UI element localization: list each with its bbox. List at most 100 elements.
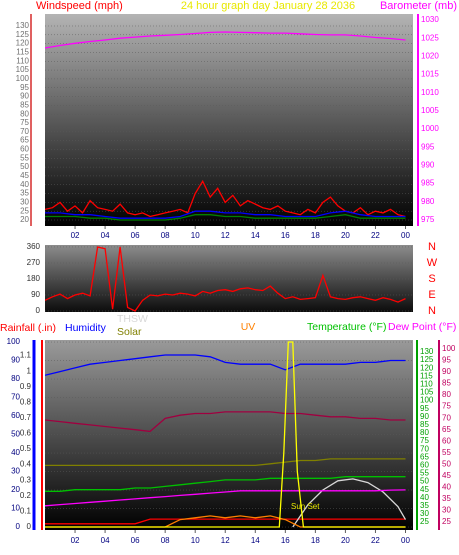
y-tick-label: 60 (20, 145, 29, 154)
y-tick-label: 20 (11, 485, 20, 494)
y-tick-label: 0 (16, 522, 21, 531)
y2-tick-label: W (427, 257, 438, 269)
x-tick-label: 16 (281, 536, 290, 545)
x-tick-label: 14 (251, 231, 260, 240)
y-tick-label: 35 (20, 189, 29, 198)
y2-tick-label: 70 (420, 444, 429, 453)
y-tick-label: 90 (20, 92, 29, 101)
x-tick-label: 20 (341, 536, 350, 545)
y-tick-label: 55 (20, 153, 29, 162)
y2-tick-label: 980 (421, 197, 435, 206)
y-tick-label: 270 (27, 258, 41, 267)
x-tick-label: 12 (221, 536, 230, 545)
y2-axis-label: Barometer (mb) (380, 0, 457, 12)
legend-entry: Temperature (°F) (307, 321, 386, 333)
y-tick-label: 60 (11, 411, 20, 420)
y-tick-label: 40 (11, 448, 20, 457)
y2-tick-label: 130 (420, 347, 434, 356)
x-tick-label: 18 (311, 536, 320, 545)
y3-tick-label: 30 (442, 506, 451, 515)
series-line (45, 489, 406, 507)
y2-tick-label: 55 (420, 469, 429, 478)
y2-tick-label: 990 (421, 161, 435, 170)
legend-entry: Solar (117, 326, 142, 338)
y2-tick-label: 40 (420, 493, 429, 502)
x-tick-label: 08 (161, 231, 170, 240)
plot-background (45, 245, 413, 312)
x-tick-label: 16 (281, 231, 290, 240)
plot-background (45, 340, 413, 530)
y2-tick-label: 85 (420, 420, 429, 429)
legend-entry: Dew Point (°F) (388, 321, 456, 333)
y2-tick-label: 90 (420, 412, 429, 421)
x-tick-label: 02 (71, 231, 80, 240)
y3-tick-label: 70 (442, 413, 451, 422)
annotation: Sun Set (291, 502, 320, 511)
y2-tick-label: 65 (420, 452, 429, 461)
y4-tick-label: 0.9 (20, 382, 32, 391)
y-tick-label: 105 (16, 65, 30, 74)
x-tick-label: 04 (101, 231, 110, 240)
x-tick-label: 20 (341, 231, 350, 240)
y2-tick-label: 1020 (421, 51, 439, 60)
y-tick-label: 90 (11, 356, 20, 365)
series-line (45, 476, 406, 492)
x-tick-label: 08 (161, 536, 170, 545)
series-line (45, 246, 406, 312)
x-tick-label: 06 (131, 231, 140, 240)
y2-tick-label: 1005 (421, 106, 439, 115)
y3-tick-label: 95 (442, 356, 451, 365)
y2-tick-label: N (428, 305, 436, 317)
x-tick-label: 12 (221, 231, 230, 240)
y2-tick-label: 50 (420, 477, 429, 486)
x-tick-label: 14 (251, 536, 260, 545)
y2-tick-label: 120 (420, 363, 434, 372)
y4-tick-label: 0.1 (20, 506, 32, 515)
legend-entry: Humidity (65, 322, 107, 334)
y3-tick-label: 65 (442, 425, 451, 434)
y3-tick-label: 90 (442, 367, 451, 376)
y-tick-label: 20 (20, 215, 29, 224)
y3-tick-label: 50 (442, 459, 451, 468)
series-line (45, 214, 406, 221)
y2-tick-label: 115 (420, 371, 433, 380)
series-group (45, 31, 406, 221)
plot-background (45, 14, 413, 226)
y2-tick-label: 975 (421, 215, 435, 224)
y3-tick-label: 60 (442, 436, 451, 445)
x-tick-label: 18 (311, 231, 320, 240)
y3-tick-label: 25 (442, 517, 451, 526)
y4-tick-label: 0.4 (20, 460, 32, 469)
series-line (45, 31, 406, 49)
y3-tick-label: 35 (442, 494, 451, 503)
y-tick-label: 110 (16, 56, 29, 65)
y-tick-label: 80 (20, 109, 29, 118)
y-tick-label: 100 (16, 74, 30, 83)
y3-tick-label: 80 (442, 390, 451, 399)
series-group (45, 341, 407, 528)
y-tick-label: 45 (20, 171, 29, 180)
y-tick-label: 70 (20, 127, 29, 136)
series-group (45, 246, 406, 312)
y-tick-label: 125 (16, 30, 30, 39)
y-tick-label: 65 (20, 136, 29, 145)
y2-tick-label: E (428, 289, 435, 301)
y4-tick-label: 0.7 (20, 413, 32, 422)
y4-tick-label: 0.8 (20, 397, 32, 406)
y-tick-label: 30 (11, 467, 20, 476)
x-tick-label: 00 (401, 231, 410, 240)
y-tick-label: 85 (20, 100, 29, 109)
y-tick-label: 30 (20, 197, 29, 206)
y4-tick-label: 0.3 (20, 475, 32, 484)
y2-tick-label: 60 (420, 460, 429, 469)
series-line (45, 354, 406, 376)
y2-tick-label: 95 (420, 404, 429, 413)
legend-entry: UV (241, 321, 256, 333)
y-tick-label: 115 (16, 48, 29, 57)
y2-tick-label: 30 (420, 509, 429, 518)
series-line (45, 411, 406, 433)
series-line (292, 478, 407, 528)
y-tick-label: 40 (20, 180, 29, 189)
x-tick-label: 10 (191, 231, 200, 240)
